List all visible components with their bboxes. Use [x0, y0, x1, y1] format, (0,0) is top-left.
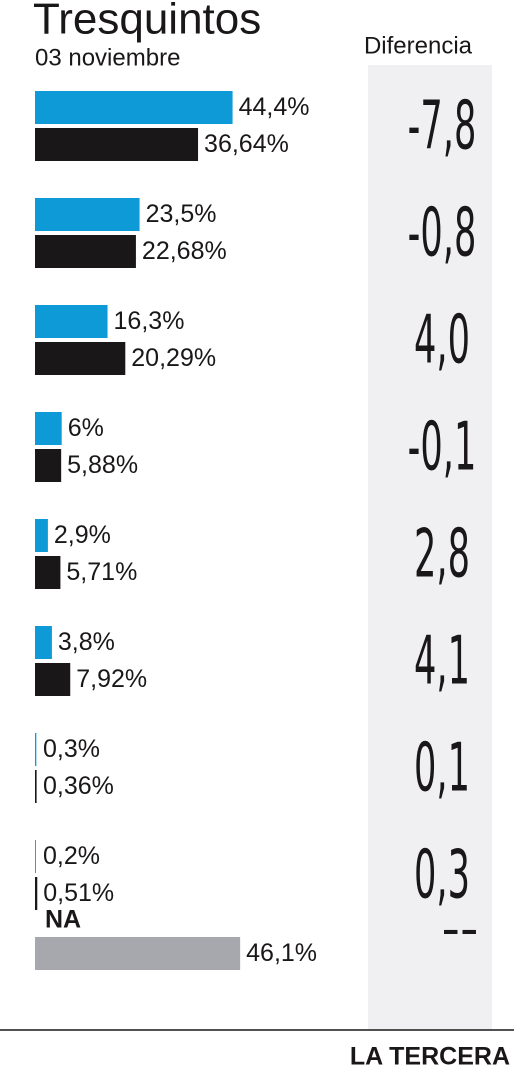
difference-value: -0,1	[408, 407, 477, 486]
bar	[35, 770, 37, 803]
difference-column	[368, 65, 492, 1030]
value-label: 20,29%	[131, 344, 216, 372]
chart-title: Tresquintos	[33, 0, 261, 44]
value-label: 2,9%	[54, 521, 111, 549]
value-label: 3,8%	[58, 628, 115, 656]
na-label: NA	[45, 906, 81, 934]
bar	[35, 128, 199, 161]
bar	[35, 556, 61, 589]
value-label: 23,5%	[146, 200, 217, 228]
difference-value: 4,1	[414, 621, 470, 700]
bar	[35, 519, 48, 552]
difference-value: -7,8	[408, 86, 477, 165]
difference-value: 0,3	[414, 835, 470, 914]
bar	[35, 449, 62, 482]
source: LA TERCERA	[350, 1043, 510, 1071]
value-label: 7,92%	[76, 665, 147, 693]
bar	[35, 91, 233, 124]
bar	[35, 733, 37, 766]
bar	[35, 412, 62, 445]
value-label: 0,51%	[43, 879, 114, 907]
value-label: 5,71%	[66, 558, 137, 586]
value-label: 16,3%	[114, 307, 185, 335]
value-label: 44,4%	[239, 93, 310, 121]
bar	[35, 198, 140, 231]
difference-value: 4,0	[414, 300, 470, 379]
bar	[35, 626, 52, 659]
value-label: 0,36%	[43, 772, 114, 800]
bar	[35, 305, 108, 338]
difference-title: Diferencia	[364, 32, 473, 59]
value-label: 46,1%	[246, 939, 317, 967]
difference-value: -0,8	[408, 193, 477, 272]
bar	[35, 663, 71, 696]
value-label: 36,64%	[204, 130, 289, 158]
difference-value: 2,8	[414, 514, 470, 593]
value-label: 0,3%	[43, 735, 100, 763]
difference-value: 0,1	[414, 728, 470, 807]
value-label: 22,68%	[142, 237, 227, 265]
chart-subtitle: 03 noviembre	[35, 44, 180, 71]
bar	[35, 937, 241, 970]
value-label: 0,2%	[43, 842, 100, 870]
bar	[35, 235, 136, 268]
difference-value: --	[442, 899, 479, 959]
bar	[35, 840, 36, 873]
bar	[35, 877, 38, 910]
value-label: 5,88%	[67, 451, 138, 479]
bar	[35, 342, 126, 375]
value-label: 6%	[68, 414, 104, 442]
